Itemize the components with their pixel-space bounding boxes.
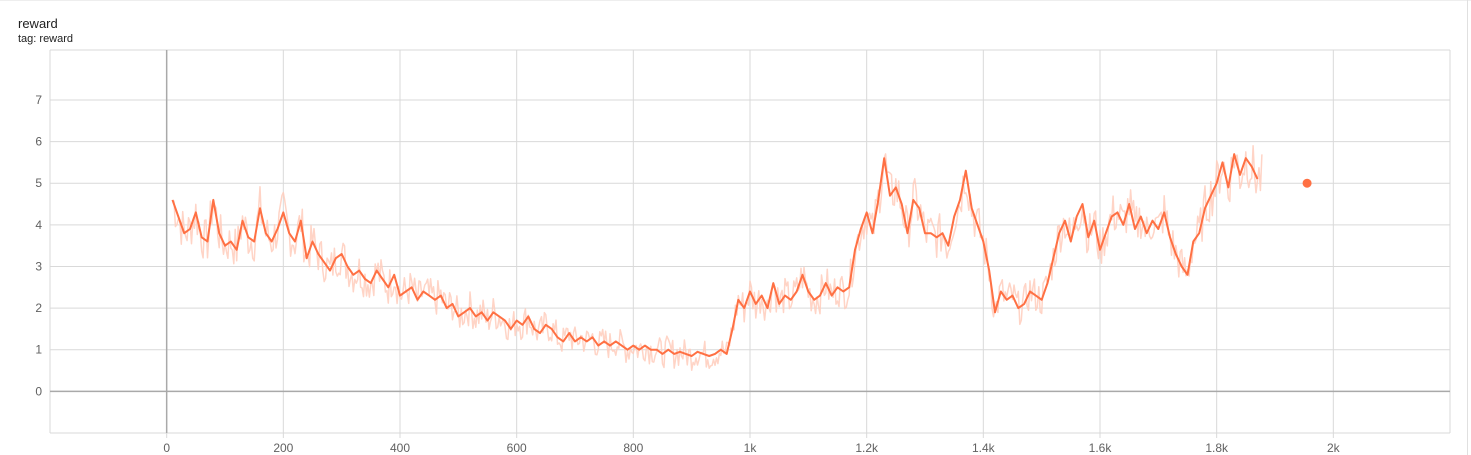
y-tick-label: 4	[35, 218, 42, 232]
x-tick-label: 400	[390, 441, 410, 455]
axis-layer	[50, 50, 1450, 433]
raw-series-layer	[172, 145, 1263, 371]
series-end-marker	[1302, 178, 1312, 188]
x-tick-label: 1.2k	[855, 441, 879, 455]
tick-label-layer: 0 200 400 600 800 1k 1.2k 1.4k 1.6k 1.8k 2k 0 1 2 3 4 5 6…	[35, 93, 1340, 455]
chart-title: reward	[18, 16, 58, 31]
chart-subtitle: tag: reward	[18, 33, 74, 45]
x-tick-label: 800	[623, 441, 643, 455]
card-top-border	[0, 0, 1471, 1]
x-tick-label: 200	[273, 441, 293, 455]
y-tick-label: 0	[35, 384, 42, 398]
series-line-reward	[171, 153, 1259, 357]
chart-header: reward tag: reward	[18, 16, 73, 46]
x-tick-label: 1.4k	[972, 441, 996, 455]
x-tick-label: 2k	[1327, 441, 1341, 455]
x-tick-label: 0	[163, 441, 170, 455]
series-layer	[171, 153, 1312, 357]
y-tick-label: 7	[35, 93, 42, 107]
x-tick-label: 600	[507, 441, 527, 455]
card-right-border	[1467, 0, 1468, 455]
grid-layer	[49, 49, 1451, 438]
x-tick-label: 1k	[744, 441, 758, 455]
y-tick-label: 2	[35, 301, 42, 315]
y-tick-label: 5	[35, 176, 42, 190]
y-tick-label: 6	[35, 135, 42, 149]
x-tick-label: 1.6k	[1089, 441, 1113, 455]
y-tick-label: 3	[35, 259, 42, 273]
y-tick-label: 1	[35, 343, 42, 357]
raw-series-line	[172, 145, 1263, 371]
x-tick-label: 1.8k	[1205, 441, 1229, 455]
